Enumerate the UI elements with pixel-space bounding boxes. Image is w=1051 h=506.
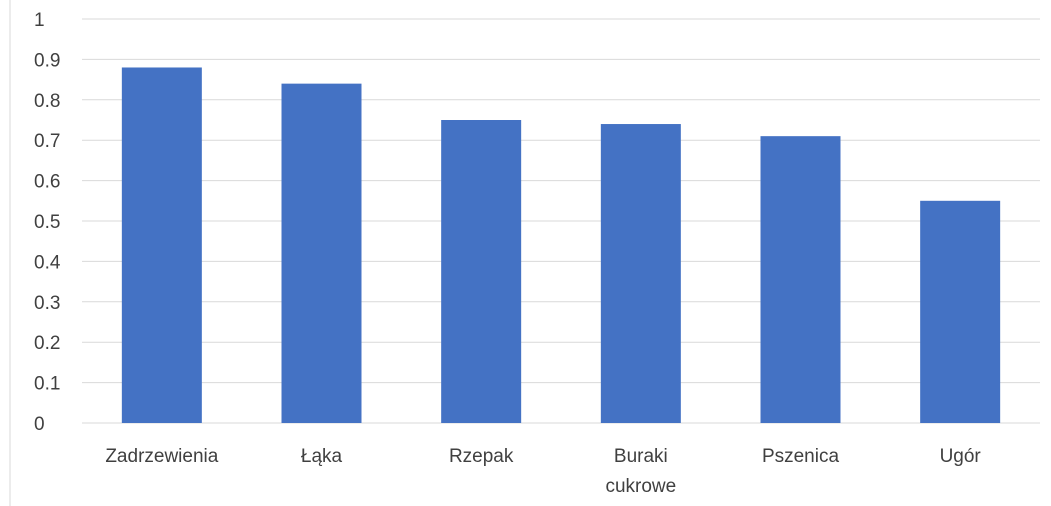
y-tick-label: 0.1 [34,374,60,395]
y-tick-label: 0.2 [34,333,60,354]
x-category-label: cukrowe [605,476,676,497]
bar-5 [920,200,1001,423]
y-tick-label: 0 [34,414,45,435]
gridlines [82,18,1040,424]
y-axis-tick-labels: 0 0.1 0.2 0.3 0.4 0.5 0.6 0.7 0.8 0.9 1 [34,10,61,435]
x-category-label: Rzepak [449,446,514,467]
x-category-label: Ugór [940,446,982,467]
y-tick-label: 0.8 [34,91,60,112]
bar-2 [441,120,522,423]
y-tick-label: 1 [34,10,45,31]
y-tick-label: 0.5 [34,212,60,233]
y-tick-label: 0.4 [34,252,61,273]
y-tick-label: 0.9 [34,50,60,71]
bar-1 [281,83,362,423]
y-tick-label: 0.6 [34,172,60,193]
y-tick-label: 0.7 [34,131,60,152]
bar-0 [121,67,202,423]
bar-3 [600,124,681,423]
x-axis-category-labels: Zadrzewienia Łąka Rzepak Buraki cukrowe Pszen… [105,446,981,497]
bar-4 [760,136,841,423]
x-category-label: Pszenica [762,446,840,467]
bars [121,67,1001,423]
x-category-label: Łąka [301,446,343,467]
x-category-label: Zadrzewienia [105,446,218,467]
x-category-label: Buraki [614,446,668,467]
y-tick-label: 0.3 [34,293,60,314]
